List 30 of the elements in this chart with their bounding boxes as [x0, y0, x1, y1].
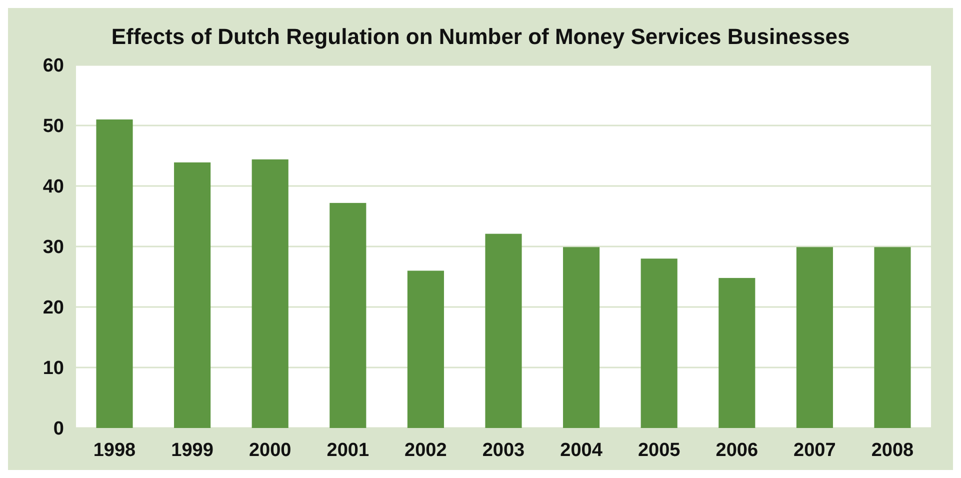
x-tick-label: 2008 — [871, 440, 914, 461]
x-tick-label: 2004 — [560, 440, 603, 461]
bar — [407, 270, 444, 428]
y-tick-label: 30 — [42, 237, 64, 258]
x-tick-label: 2000 — [248, 440, 292, 461]
bar — [330, 202, 366, 428]
x-tick-label: 2005 — [638, 440, 681, 461]
bar — [485, 234, 522, 428]
y-tick-label: 60 — [42, 56, 64, 77]
y-tick-label: 50 — [42, 116, 64, 138]
y-tick-label: 10 — [42, 358, 64, 380]
x-tick-label: 2002 — [404, 440, 447, 461]
bar — [718, 278, 756, 428]
bar — [252, 159, 288, 428]
bar — [796, 247, 833, 428]
x-tick-label: 2006 — [716, 440, 758, 461]
bar — [563, 247, 600, 428]
x-tick-label: 2001 — [326, 440, 370, 461]
x-tick-label: 2003 — [482, 440, 525, 461]
x-tick-label: 1998 — [93, 440, 136, 461]
bar — [174, 162, 211, 428]
x-tick-label: 1999 — [171, 440, 214, 461]
y-tick-label: 20 — [42, 298, 64, 319]
bar — [96, 119, 133, 428]
y-tick-label: 0 — [53, 418, 64, 440]
bar — [640, 258, 678, 428]
chart-title: Effects of Dutch Regulation on Number of Money Services Businesses — [111, 24, 850, 49]
y-tick-label: 40 — [42, 176, 64, 198]
bar — [874, 247, 911, 428]
x-tick-label: 2007 — [794, 440, 836, 461]
